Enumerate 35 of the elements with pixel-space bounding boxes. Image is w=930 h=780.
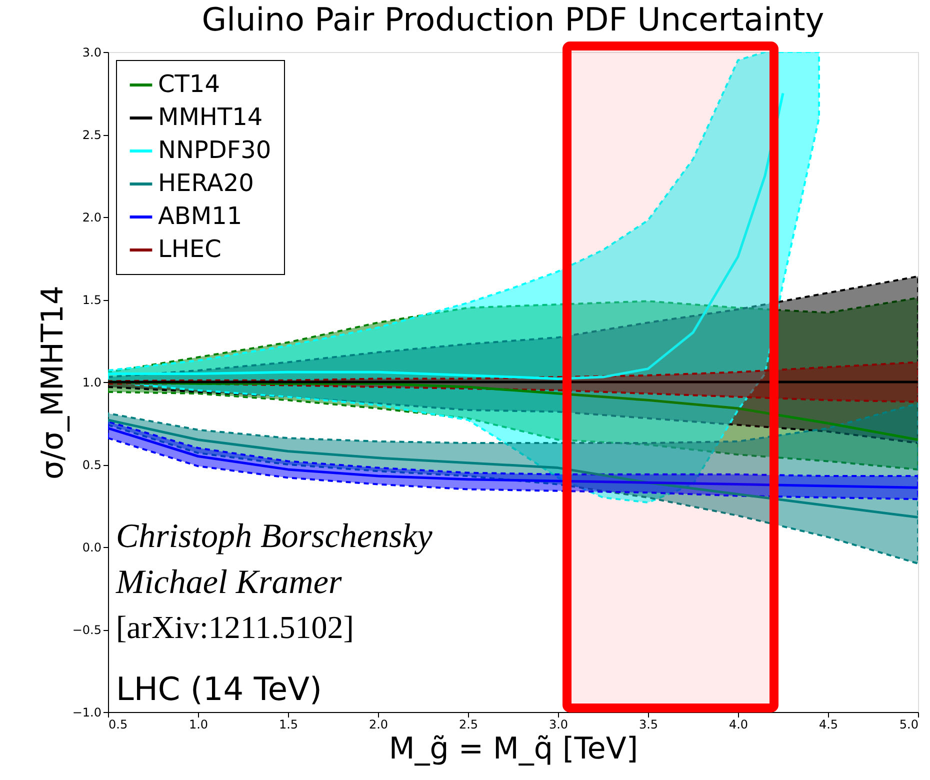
line-series [108, 426, 918, 489]
annotation: [arXiv:1211.5102] [116, 609, 354, 645]
line-series [108, 418, 918, 519]
x-tick-label: 3.5 [638, 718, 658, 732]
legend-label: CT14 [158, 70, 220, 98]
y-tick-label: −0.5 [72, 623, 102, 637]
chart-title: Gluino Pair Production PDF Uncertainty [202, 0, 824, 38]
x-tick-label: 3.0 [548, 718, 568, 732]
line-series [108, 92, 784, 380]
y-tick-label: 2.0 [82, 210, 102, 224]
x-tick-label: 0.5 [108, 718, 128, 732]
legend-label: MMHT14 [158, 103, 263, 131]
legend-label: LHEC [158, 235, 222, 263]
y-tick-label: 1.5 [82, 293, 102, 307]
y-tick-label: −1.0 [72, 706, 102, 720]
annotation: Christoph Borschensky [116, 518, 434, 555]
x-axis-title: M_g̃ = M_q̃ [TeV] [388, 732, 638, 766]
y-tick-label: 0.5 [82, 458, 102, 472]
x-tick-label: 1.0 [188, 718, 208, 732]
x-tick-label: 4.5 [818, 718, 838, 732]
y-tick-label: 2.5 [82, 128, 102, 142]
y-tick-label: 3.0 [82, 46, 102, 60]
y-axis-title: σ/σ_MMHT14 [35, 286, 70, 480]
legend-label: ABM11 [158, 202, 242, 230]
y-tick-label: 1.0 [82, 376, 102, 390]
legend-label: HERA20 [158, 169, 254, 197]
annotation: LHC (14 TeV) [116, 670, 322, 708]
x-tick-label: 2.0 [368, 718, 388, 732]
x-tick-label: 1.5 [278, 718, 298, 732]
x-tick-label: 4.0 [728, 718, 748, 732]
legend-label: NNPDF30 [158, 136, 272, 164]
annotation: Michael Kramer [115, 564, 342, 601]
y-tick-label: 0.0 [82, 540, 102, 554]
x-tick-label: 2.5 [458, 718, 478, 732]
x-tick-label: 5.0 [899, 718, 918, 732]
